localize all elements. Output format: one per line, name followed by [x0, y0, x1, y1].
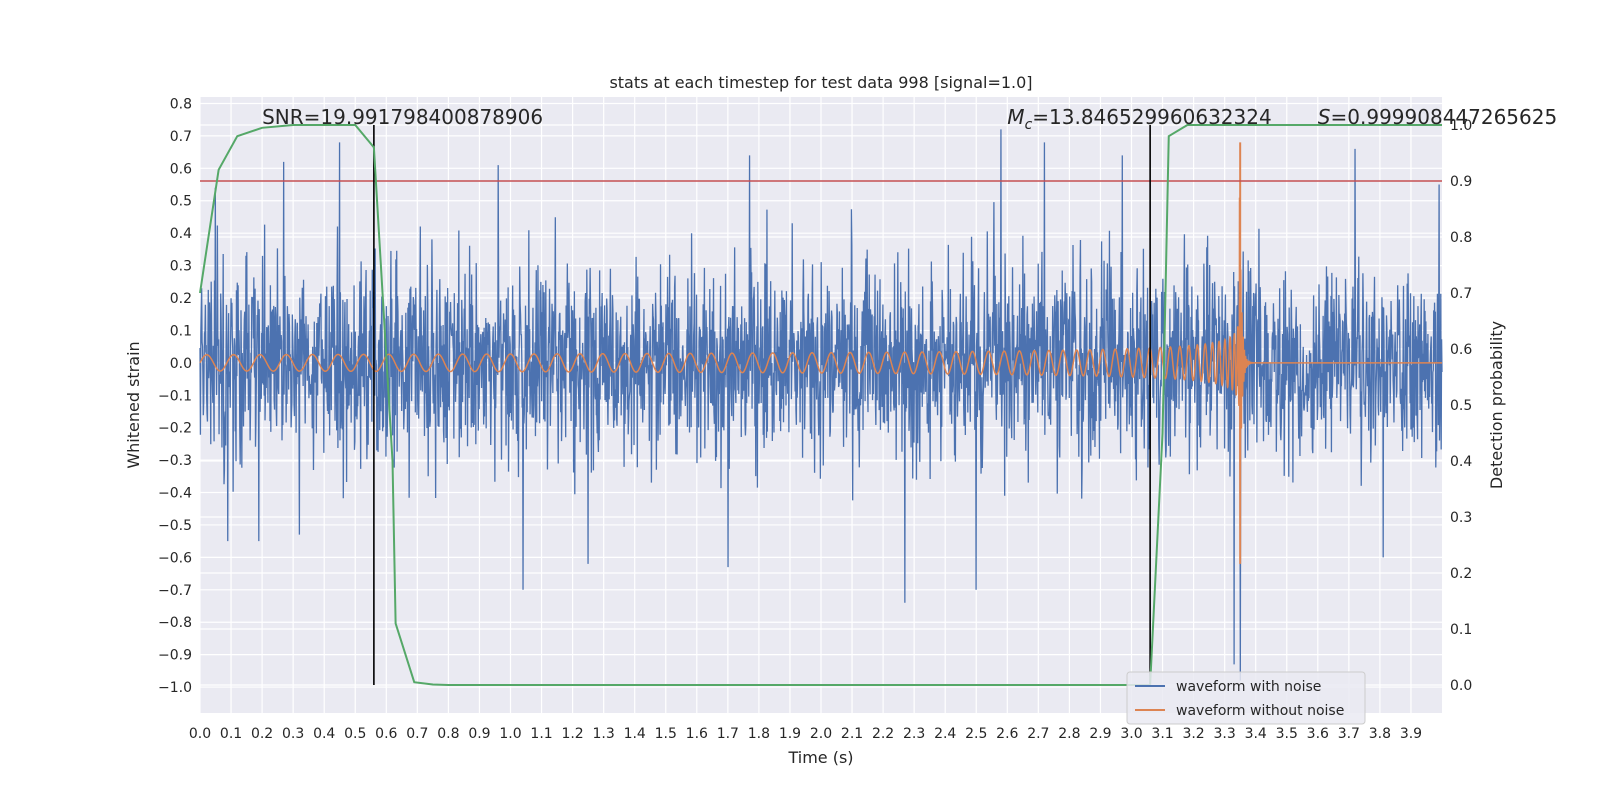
y-left-tick-label: 0.2: [170, 291, 192, 307]
x-tick-label: 2.1: [841, 726, 863, 742]
legend: waveform with noise waveform without noi…: [1126, 671, 1366, 725]
x-tick-label: 0.8: [437, 726, 459, 742]
series-waveform-with-noise: [199, 129, 1443, 681]
y-left-tick-label: −0.8: [158, 615, 192, 631]
legend-label-waveform-with-noise: waveform with noise: [1176, 679, 1321, 695]
annotation-score-value: =0.999908447265625: [1331, 105, 1558, 129]
x-tick-label: 0.4: [313, 726, 335, 742]
x-tick-label: 0.2: [251, 726, 273, 742]
y-right-tick-label: 0.9: [1450, 174, 1472, 190]
y-left-tick-label: 0.8: [170, 96, 192, 112]
y-right-tick-label: 1.0: [1450, 118, 1472, 134]
x-tick-label: 1.0: [499, 726, 521, 742]
chirp-line: [199, 197, 1443, 494]
y-right-tick-label: 0.2: [1450, 566, 1472, 582]
x-tick-label: 3.4: [1245, 726, 1267, 742]
y-left-tick-label: −0.4: [158, 486, 192, 502]
probability-line: [199, 124, 1442, 686]
y-left-tick-label: 0.1: [170, 323, 192, 339]
x-tick-label: 1.8: [748, 726, 770, 742]
series-waveform-without-noise: [199, 142, 1443, 564]
annotation-score: S=0.999908447265625: [1318, 105, 1557, 129]
x-axis-ticks: 0.0 0.1 0.2 0.3 0.4 0.5 0.6 0.7 0.8 0.9 1.0 1.1 1.2 1…: [189, 726, 1422, 742]
y-right-tick-label: 0.5: [1450, 398, 1472, 414]
y-left-tick-label: 0.4: [170, 226, 192, 242]
x-tick-label: 2.2: [872, 726, 894, 742]
noise-line: [199, 129, 1443, 681]
y-right-axis-label: Detection probability: [1487, 321, 1506, 489]
y-left-tick-label: −0.2: [158, 421, 192, 437]
x-axis-label: Time (s): [787, 748, 853, 767]
x-tick-label: 0.0: [189, 726, 211, 742]
y-left-tick-label: −0.5: [158, 518, 192, 534]
legend-box: [1126, 671, 1366, 725]
y-left-tick-label: −0.7: [158, 583, 192, 599]
x-tick-label: 0.9: [468, 726, 490, 742]
y-left-tick-label: 0.0: [170, 356, 192, 372]
annotation-chirp-mass: Mc=13.846529960632324: [1007, 105, 1271, 133]
y-right-tick-label: 0.4: [1450, 454, 1472, 470]
x-tick-label: 2.8: [1058, 726, 1080, 742]
x-tick-label: 3.1: [1151, 726, 1173, 742]
x-tick-label: 3.8: [1369, 726, 1391, 742]
y-left-tick-label: 0.5: [170, 194, 192, 210]
x-tick-label: 3.0: [1120, 726, 1142, 742]
x-tick-label: 0.6: [375, 726, 397, 742]
x-tick-label: 2.6: [996, 726, 1018, 742]
y-right-tick-label: 0.6: [1450, 342, 1472, 358]
annotation-snr: SNR=19.991798400878906: [262, 105, 543, 129]
y-right-axis-ticks: 1.0 0.9 0.8 0.7 0.6 0.5 0.4 0.3 0.2 0.1 0.0: [1450, 118, 1472, 694]
annotation-score-symbol: S: [1318, 105, 1331, 129]
x-tick-label: 2.0: [810, 726, 832, 742]
y-left-tick-label: 0.7: [170, 129, 192, 145]
y-left-axis-label: Whitened strain: [124, 341, 143, 468]
x-tick-label: 3.5: [1276, 726, 1298, 742]
series-detection-probability: [199, 124, 1442, 686]
x-tick-label: 3.2: [1182, 726, 1204, 742]
y-left-tick-label: 0.3: [170, 259, 192, 275]
x-tick-label: 2.4: [934, 726, 956, 742]
annotation-chirp-mass-symbol: M: [1007, 105, 1024, 129]
y-right-tick-label: 0.7: [1450, 286, 1472, 302]
x-tick-label: 2.9: [1089, 726, 1111, 742]
y-left-tick-label: −1.0: [158, 680, 192, 696]
x-tick-label: 3.3: [1214, 726, 1236, 742]
x-tick-label: 1.1: [530, 726, 552, 742]
x-tick-label: 3.9: [1400, 726, 1422, 742]
x-tick-label: 1.2: [561, 726, 583, 742]
x-tick-label: 3.6: [1307, 726, 1329, 742]
y-right-tick-label: 0.8: [1450, 230, 1472, 246]
y-right-tick-label: 0.0: [1450, 678, 1472, 694]
x-tick-label: 1.5: [655, 726, 677, 742]
y-right-tick-label: 0.1: [1450, 622, 1472, 638]
x-tick-label: 1.6: [686, 726, 708, 742]
annotation-chirp-mass-value: =13.846529960632324: [1032, 105, 1271, 129]
chart-title: stats at each timestep for test data 998…: [609, 73, 1032, 92]
y-left-tick-label: 0.6: [170, 161, 192, 177]
x-tick-label: 2.5: [965, 726, 987, 742]
y-left-axis-ticks: 0.8 0.7 0.6 0.5 0.4 0.3 0.2 0.1 0.0 −0.1 −0.2 −0.3 −…: [158, 96, 192, 696]
legend-label-waveform-without-noise: waveform without noise: [1176, 703, 1344, 719]
x-tick-label: 0.3: [282, 726, 304, 742]
x-tick-label: 2.7: [1027, 726, 1049, 742]
y-right-tick-label: 0.3: [1450, 510, 1472, 526]
x-tick-label: 0.7: [406, 726, 428, 742]
x-tick-label: 1.7: [717, 726, 739, 742]
x-tick-label: 2.3: [903, 726, 925, 742]
vertical-markers: [373, 125, 1151, 685]
y-left-tick-label: −0.3: [158, 453, 192, 469]
x-tick-label: 0.5: [344, 726, 366, 742]
annotation-chirp-mass-subscript: c: [1025, 117, 1033, 133]
x-tick-label: 0.1: [220, 726, 242, 742]
y-left-tick-label: −0.6: [158, 550, 192, 566]
y-left-tick-label: −0.9: [158, 648, 192, 664]
y-left-tick-label: −0.1: [158, 388, 192, 404]
x-tick-label: 1.9: [779, 726, 801, 742]
annotations: SNR=19.991798400878906 Mc=13.84652996063…: [262, 105, 1557, 133]
x-tick-label: 1.3: [593, 726, 615, 742]
x-tick-label: 1.4: [624, 726, 646, 742]
x-tick-label: 3.7: [1338, 726, 1360, 742]
